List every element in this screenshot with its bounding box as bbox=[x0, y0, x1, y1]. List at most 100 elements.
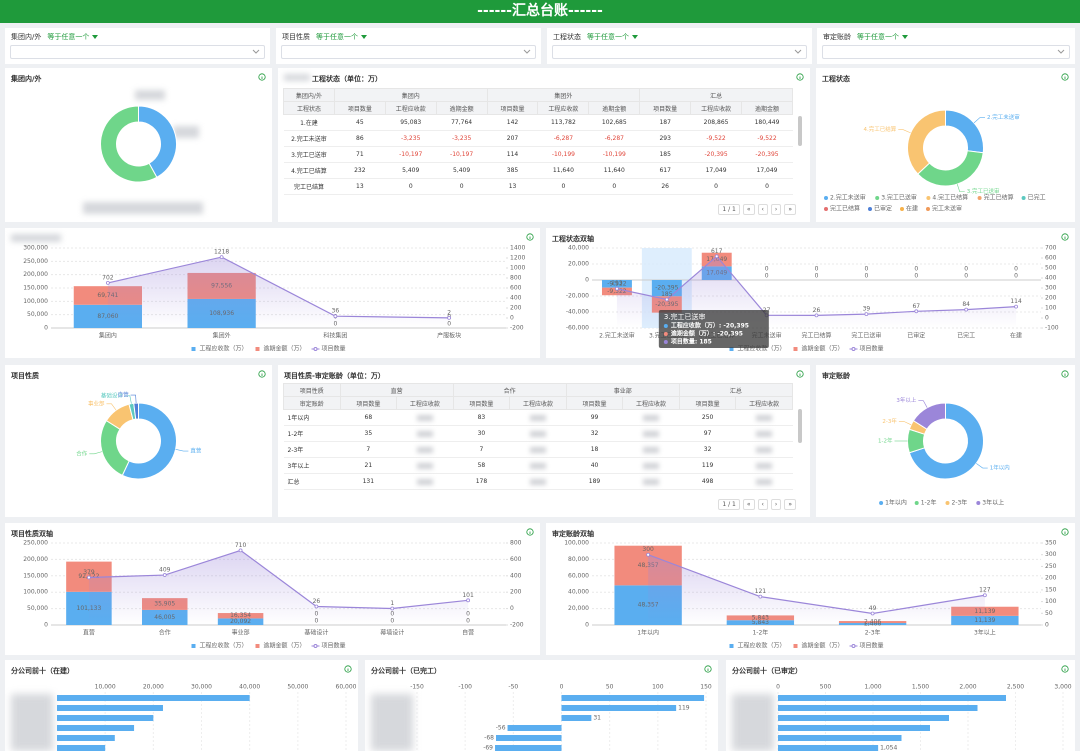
legend-swatch bbox=[191, 644, 196, 648]
legend-label: 1-2年 bbox=[921, 499, 937, 507]
legend-swatch bbox=[851, 347, 856, 351]
bar-label: 0 bbox=[815, 273, 819, 280]
blurred-cell bbox=[622, 457, 680, 474]
line-label: 185 bbox=[661, 291, 673, 298]
pager-button[interactable]: « bbox=[742, 204, 755, 215]
table-cell: 232 bbox=[334, 162, 386, 179]
table-cell: 32 bbox=[679, 441, 736, 458]
filter: 审定账龄 等于任意一个 bbox=[817, 28, 1075, 64]
header-cell: 事业部 bbox=[565, 383, 680, 397]
table-cell: 250 bbox=[679, 409, 736, 426]
pager-button[interactable]: ‹ bbox=[757, 204, 768, 215]
pager-button[interactable]: » bbox=[784, 499, 796, 510]
bar bbox=[57, 735, 115, 741]
blurred-cell bbox=[509, 473, 567, 490]
pager-button[interactable]: › bbox=[770, 499, 782, 510]
filter-label-row: 工程状态 等于任意一个 bbox=[553, 32, 638, 42]
legend-label: 已完工 bbox=[1028, 194, 1046, 202]
x-tick-label: -150 bbox=[410, 684, 424, 691]
table-cell: 13 bbox=[487, 178, 538, 195]
filter-operator[interactable]: 等于任意一个 bbox=[47, 33, 90, 41]
header-cell: 工程应收款 bbox=[622, 396, 680, 410]
line-point bbox=[466, 598, 470, 603]
panel: 分公司前十（已审定） 0 500 1,000 1,500 2,000 2,500 3,000 1… bbox=[726, 660, 1075, 751]
y-tick-label: 0 bbox=[585, 277, 589, 284]
legend-swatch bbox=[1021, 196, 1026, 200]
line-label: 49 bbox=[869, 605, 877, 612]
table-cell: 0 bbox=[537, 178, 589, 195]
table-cell: 26 bbox=[639, 178, 691, 195]
line-label: 101 bbox=[462, 592, 474, 599]
table-row: 完工已结算 13 0 0 13 0 0 26 0 0 bbox=[283, 178, 793, 195]
filter-operator[interactable]: 等于任意一个 bbox=[857, 33, 899, 41]
blurred-cell bbox=[396, 409, 454, 426]
label-leader bbox=[89, 451, 103, 455]
legend-label: 3.完工已送审 bbox=[881, 194, 917, 202]
x-tick-label: 1,000 bbox=[864, 684, 881, 691]
y-tick-label: 150,000 bbox=[23, 285, 48, 292]
table-cell: -9,522 bbox=[690, 130, 742, 147]
legend-swatch bbox=[191, 347, 196, 351]
chevron-line bbox=[523, 49, 531, 54]
blur-placeholder bbox=[643, 414, 660, 421]
y-tick-label: 600 bbox=[510, 285, 522, 292]
legend-label: 4.完工已结算 bbox=[932, 194, 968, 202]
y-tick-label: 250,000 bbox=[23, 258, 48, 265]
bar bbox=[778, 695, 1006, 701]
table-cell: -10,197 bbox=[436, 146, 488, 163]
panel: 工程状态（单位：万） 集团内/外 集团内 集团外 汇总 工程状态 项目数量 工程应收款 逾期金额… bbox=[278, 68, 810, 222]
table-cell: -10,199 bbox=[537, 146, 589, 163]
table-row: 3年以上 21 58 40 119 bbox=[283, 457, 793, 474]
hbar-chart: -150 -100 -50 0 50 100 150 119 31 -56-68 -69 bbox=[371, 684, 712, 751]
table-cell: 83 bbox=[453, 409, 510, 426]
x-tick-label: 150 bbox=[700, 684, 712, 691]
line-point bbox=[714, 254, 719, 259]
filter-select[interactable] bbox=[281, 45, 536, 59]
header-cell: 工程应收款 bbox=[735, 396, 793, 410]
pager-button[interactable]: › bbox=[770, 204, 782, 215]
legend-swatch bbox=[926, 196, 931, 200]
bar-label: 0 bbox=[864, 266, 868, 273]
table-cell: 208,865 bbox=[690, 114, 742, 131]
table-cell: 293 bbox=[639, 130, 691, 147]
y-tick-label: 800 bbox=[510, 275, 522, 282]
x-tick-label: 1-2年 bbox=[752, 629, 768, 637]
filter-select[interactable] bbox=[822, 45, 1070, 59]
x-tick-label: 幕墙设计 bbox=[380, 629, 404, 637]
chevron bbox=[1057, 49, 1065, 54]
x-tick-label: 合作 bbox=[159, 629, 171, 637]
segment-label: 基础设计 bbox=[101, 391, 124, 399]
line-point bbox=[664, 297, 669, 302]
pager-button[interactable]: ‹ bbox=[757, 499, 768, 510]
filter-operator[interactable]: 等于任意一个 bbox=[316, 33, 358, 41]
table-cell: 2.完工未送审 bbox=[283, 130, 335, 147]
header-cell: 工程应收款 bbox=[690, 101, 743, 115]
bar-label: 0 bbox=[765, 273, 769, 280]
table-cell: -6,287 bbox=[537, 130, 589, 147]
bar bbox=[561, 695, 705, 701]
pager: 1 / 1 «‹ ›» bbox=[718, 499, 796, 510]
segment-label: 事业部 bbox=[88, 399, 105, 407]
donut-segment bbox=[133, 402, 139, 420]
bar bbox=[57, 725, 135, 731]
legend-swatch bbox=[879, 501, 884, 505]
y-tick-label: 40,000 bbox=[568, 245, 589, 252]
tooltip-title: 3.完工已送审 bbox=[664, 312, 706, 321]
blur-placeholder bbox=[529, 478, 546, 485]
pager-button[interactable]: » bbox=[784, 204, 796, 215]
scrollbar bbox=[798, 116, 802, 146]
blurred-cell bbox=[509, 457, 567, 474]
blur-placeholder bbox=[756, 430, 773, 437]
segment-label: 2.完工未送审 bbox=[987, 113, 1020, 121]
filter-select[interactable] bbox=[10, 45, 265, 59]
bar-label: 0 bbox=[447, 321, 451, 328]
blurred-cell bbox=[622, 473, 680, 490]
filter-operator[interactable]: 等于任意一个 bbox=[587, 33, 629, 41]
legend-swatch bbox=[255, 644, 260, 648]
filter-select[interactable] bbox=[552, 45, 807, 59]
segment-label: 3年以上 bbox=[896, 396, 916, 404]
line-label: 702 bbox=[102, 274, 114, 281]
y-tick-label: 0 bbox=[1045, 315, 1049, 322]
bar-label: -56 bbox=[496, 725, 506, 732]
pager-button[interactable]: « bbox=[742, 499, 755, 510]
